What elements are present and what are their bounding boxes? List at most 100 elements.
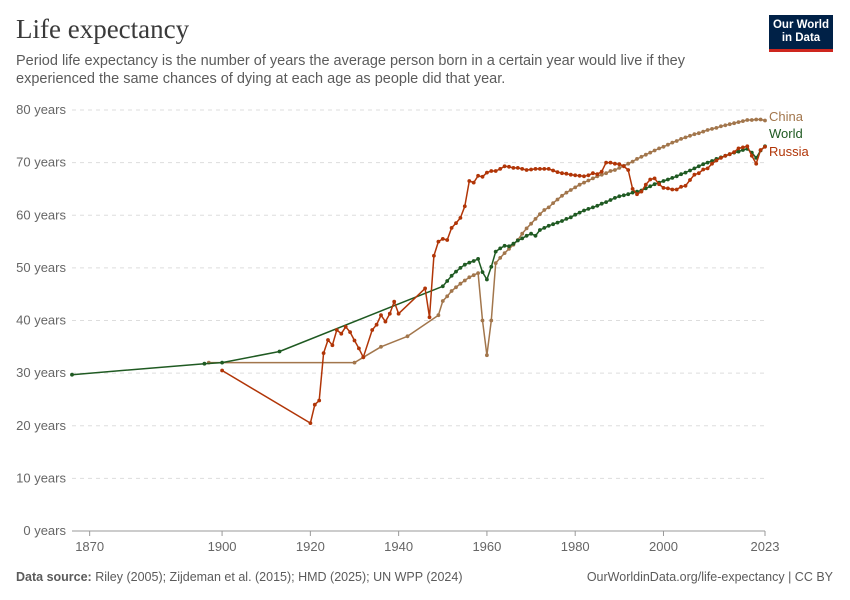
data-point	[533, 167, 538, 171]
data-point	[458, 266, 463, 270]
data-point	[608, 169, 613, 173]
data-point	[621, 193, 626, 198]
data-point	[542, 167, 547, 171]
data-point	[326, 338, 330, 342]
data-point	[357, 346, 361, 351]
data-point	[692, 166, 697, 171]
data-point	[626, 168, 631, 172]
data-point	[502, 164, 507, 169]
data-point	[498, 167, 503, 171]
data-point	[577, 182, 582, 187]
data-point	[507, 247, 511, 251]
data-point	[542, 208, 547, 212]
data-point	[639, 189, 644, 194]
data-point	[440, 299, 445, 303]
data-point	[741, 119, 745, 123]
data-point	[586, 178, 591, 183]
data-point	[586, 207, 591, 211]
x-tick-label: 1900	[208, 539, 237, 554]
data-point	[608, 160, 613, 165]
data-point	[727, 152, 732, 157]
data-point	[714, 158, 719, 163]
data-point	[657, 146, 661, 151]
data-point	[613, 161, 617, 166]
data-point	[568, 172, 573, 177]
data-point	[635, 157, 639, 161]
data-point	[493, 169, 498, 173]
data-point	[220, 360, 225, 365]
data-point	[476, 271, 480, 275]
data-point	[467, 275, 472, 280]
data-point	[573, 212, 578, 217]
data-point	[507, 164, 511, 169]
owid-logo[interactable]: Our World in Data	[769, 15, 833, 52]
data-point	[485, 277, 489, 282]
data-point	[551, 168, 555, 173]
data-point	[449, 289, 454, 293]
x-tick-label: 1870	[75, 539, 104, 554]
data-point	[493, 261, 498, 265]
data-point	[648, 177, 653, 182]
y-tick-label: 70 years	[16, 155, 66, 170]
data-point	[524, 233, 529, 238]
data-point	[427, 315, 432, 320]
x-axis: 1870 1900 1920 1940 1960 1980 2000 2023	[72, 530, 779, 554]
series-label-china[interactable]: China	[769, 109, 804, 124]
series-label-world[interactable]: World	[769, 126, 803, 141]
series-china	[206, 117, 767, 365]
data-point	[445, 294, 450, 299]
data-point	[696, 171, 701, 176]
data-point	[471, 180, 476, 185]
data-point	[599, 201, 604, 206]
data-point	[440, 284, 445, 289]
data-point	[617, 194, 622, 199]
data-point	[551, 201, 555, 206]
data-point	[70, 372, 74, 377]
data-point	[719, 124, 723, 129]
series-labels: China World Russia	[769, 109, 810, 159]
data-point	[564, 217, 569, 221]
data-point	[599, 172, 604, 177]
data-point	[577, 210, 582, 215]
data-point	[723, 153, 728, 158]
source-url-link[interactable]: OurWorldinData.org/life-expectancy | CC …	[586, 570, 833, 584]
data-point	[489, 169, 494, 173]
data-point	[648, 184, 653, 189]
data-point	[630, 190, 635, 195]
line-chart: 0 years 10 years 20 years 30 years 40 years 5…	[16, 102, 810, 554]
data-point	[538, 212, 542, 217]
data-source-note: Data source: Riley (2005); Zijdeman et a…	[16, 570, 463, 584]
data-point	[648, 150, 653, 155]
data-point	[710, 161, 714, 166]
data-point	[613, 168, 617, 172]
data-point	[670, 187, 675, 192]
data-point	[617, 166, 622, 170]
y-tick-label: 0 years	[23, 523, 66, 538]
data-point	[502, 251, 507, 256]
data-point	[604, 171, 608, 176]
data-point	[683, 183, 688, 188]
data-point	[582, 174, 586, 179]
data-point	[392, 299, 397, 304]
data-point	[480, 318, 485, 323]
data-point	[705, 128, 710, 132]
data-point	[467, 260, 472, 265]
y-tick-label: 60 years	[16, 207, 66, 222]
data-point	[458, 216, 463, 220]
y-tick-label: 50 years	[16, 260, 66, 275]
data-point	[679, 184, 683, 189]
data-point	[683, 170, 688, 175]
chart-subtitle: Period life expectancy is the number of …	[16, 53, 685, 87]
series-label-russia[interactable]: Russia	[769, 144, 810, 159]
data-point	[555, 197, 560, 202]
data-point	[758, 117, 763, 122]
data-point	[493, 249, 498, 254]
data-point	[604, 200, 608, 205]
data-point	[511, 166, 516, 170]
data-point	[533, 233, 538, 238]
data-point	[564, 190, 569, 195]
data-point	[533, 217, 538, 221]
data-point	[454, 285, 458, 290]
data-point	[348, 330, 352, 334]
data-point	[555, 220, 560, 225]
